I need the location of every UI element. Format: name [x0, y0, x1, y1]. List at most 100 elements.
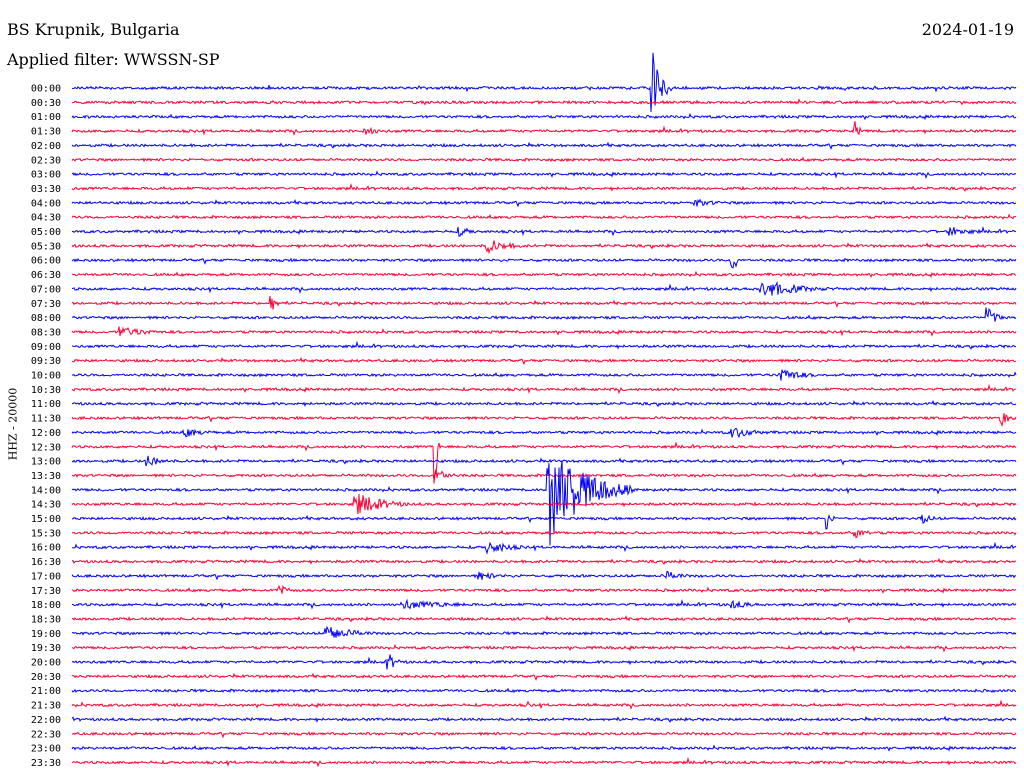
time-label: 00:30: [31, 98, 61, 109]
trace-20:00: [71, 654, 1017, 670]
trace-04:30: [71, 213, 1017, 220]
time-label: 22:00: [31, 715, 61, 726]
trace-16:00: [71, 541, 1017, 555]
time-label: 23:00: [31, 744, 61, 755]
trace-05:00: [71, 225, 1017, 237]
trace-07:30: [71, 295, 1017, 310]
time-label: 07:30: [31, 299, 61, 310]
time-label: 10:30: [31, 385, 61, 396]
trace-23:00: [71, 744, 1017, 752]
time-label: 04:30: [31, 213, 61, 224]
trace-15:00: [71, 514, 1017, 530]
time-label: 02:30: [31, 155, 61, 166]
filter-label: Applied filter: WWSSN-SP: [7, 50, 220, 69]
trace-17:00: [71, 570, 1017, 581]
trace-05:30: [71, 240, 1017, 255]
trace-22:00: [71, 715, 1017, 723]
time-label: 16:30: [31, 557, 61, 568]
time-label: 12:00: [31, 428, 61, 439]
trace-09:00: [71, 340, 1017, 350]
time-label: 16:00: [31, 543, 61, 554]
time-label: 23:30: [31, 758, 61, 769]
time-label: 18:00: [31, 600, 61, 611]
time-label: 19:30: [31, 643, 61, 654]
time-labels: 00:00 00:30 01:00 01:30 02:00 02:30 03:00 03:30…: [31, 84, 61, 769]
trace-09:30: [71, 356, 1017, 366]
trace-23:30: [71, 756, 1017, 768]
time-label: 04:00: [31, 198, 61, 209]
trace-10:00: [71, 369, 1017, 381]
trace-10:30: [71, 383, 1017, 395]
trace-11:00: [71, 399, 1017, 408]
trace-01:30: [71, 121, 1017, 136]
trace-22:30: [71, 731, 1017, 739]
time-label: 05:30: [31, 241, 61, 252]
trace-21:30: [71, 699, 1017, 710]
trace-07:00: [71, 280, 1017, 297]
trace-13:00: [71, 455, 1017, 467]
time-label: 11:00: [31, 399, 61, 410]
trace-18:00: [71, 598, 1017, 610]
station-title: BS Krupnik, Bulgaria: [7, 20, 180, 39]
time-label: 11:30: [31, 414, 61, 425]
time-label: 21:30: [31, 701, 61, 712]
trace-16:30: [71, 557, 1017, 566]
trace-06:00: [71, 257, 1017, 269]
time-label: 13:30: [31, 471, 61, 482]
time-label: 03:30: [31, 184, 61, 195]
time-label: 06:30: [31, 270, 61, 281]
time-label: 08:30: [31, 327, 61, 338]
time-label: 20:30: [31, 672, 61, 683]
time-label: 09:30: [31, 356, 61, 367]
time-label: 20:00: [31, 658, 61, 669]
trace-12:30: [71, 441, 1017, 484]
time-label: 17:00: [31, 571, 61, 582]
time-label: 13:00: [31, 457, 61, 468]
trace-03:00: [71, 170, 1017, 179]
time-label: 19:00: [31, 629, 61, 640]
trace-06:30: [71, 270, 1017, 279]
trace-08:00: [71, 307, 1017, 322]
time-label: 03:00: [31, 170, 61, 181]
trace-04:00: [71, 198, 1017, 208]
trace-11:30: [71, 413, 1017, 427]
time-label: 09:00: [31, 342, 61, 353]
time-label: 05:00: [31, 227, 61, 238]
time-label: 15:30: [31, 528, 61, 539]
time-label: 07:00: [31, 284, 61, 295]
trace-13:30: [71, 469, 1017, 480]
time-label: 01:00: [31, 112, 61, 123]
traces: [71, 52, 1017, 768]
time-label: 17:30: [31, 586, 61, 597]
trace-03:30: [71, 182, 1017, 192]
time-label: 18:30: [31, 614, 61, 625]
time-label: 02:00: [31, 141, 61, 152]
trace-00:00: [71, 52, 1017, 112]
time-label: 21:00: [31, 686, 61, 697]
trace-02:30: [71, 156, 1017, 163]
trace-01:00: [71, 112, 1017, 121]
time-label: 12:30: [31, 442, 61, 453]
time-label: 01:30: [31, 127, 61, 138]
trace-19:30: [71, 643, 1017, 653]
time-label: 10:00: [31, 371, 61, 382]
trace-20:30: [71, 672, 1017, 681]
trace-08:30: [71, 326, 1017, 337]
time-label: 14:30: [31, 500, 61, 511]
trace-18:30: [71, 615, 1017, 624]
trace-14:00: [71, 460, 1017, 546]
time-label: 06:00: [31, 256, 61, 267]
trace-14:30: [71, 494, 1017, 515]
date-label: 2024-01-19: [921, 20, 1014, 39]
trace-21:00: [71, 687, 1017, 694]
trace-12:00: [71, 427, 1017, 439]
time-label: 15:00: [31, 514, 61, 525]
time-label: 14:00: [31, 485, 61, 496]
trace-17:30: [71, 584, 1017, 594]
time-label: 00:00: [31, 84, 61, 95]
trace-15:30: [71, 529, 1017, 539]
time-label: 22:30: [31, 729, 61, 740]
trace-02:00: [71, 141, 1017, 151]
time-label: 08:00: [31, 313, 61, 324]
